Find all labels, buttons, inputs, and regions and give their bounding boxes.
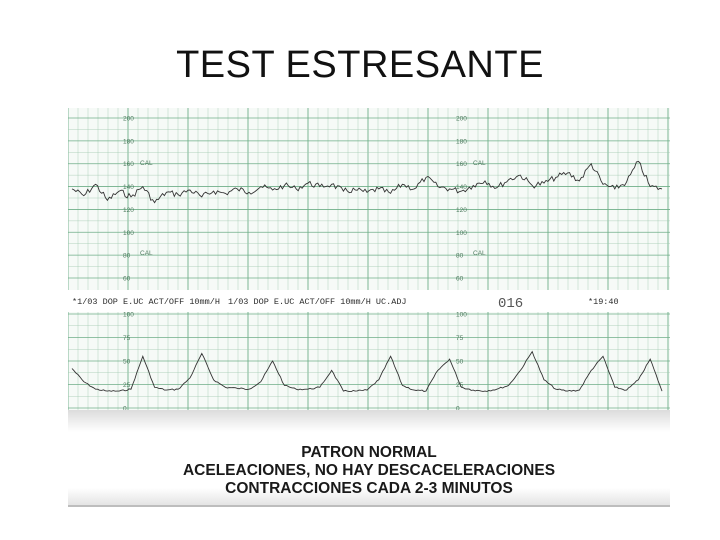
uc-tick-label: 25 [123, 382, 131, 389]
page-number: 016 [498, 296, 523, 312]
ctg-strip: 200 180 160 140 120 100 80 60 200 180 160 140 120 100… [68, 108, 670, 410]
fhr-tick-label: 120 [456, 207, 467, 214]
uc-tick-label: 50 [456, 359, 464, 366]
time-stamp: *19:40 [588, 297, 619, 307]
fhr-tick-label: 100 [123, 230, 134, 237]
uc-tick-label: 25 [456, 382, 464, 389]
uc-tick-label: 100 [123, 312, 134, 319]
chart-grid [68, 108, 670, 410]
cal-marker: CAL [473, 250, 486, 257]
fhr-line [71, 160, 663, 204]
slide-title: TEST ESTRESANTE [176, 44, 544, 86]
uc-tick-label: 50 [123, 359, 131, 366]
uc-trace [71, 350, 663, 393]
uc-tick-label: 0 [456, 406, 460, 411]
fhr-tick-label: 140 [123, 184, 134, 191]
fhr-tick-label: 140 [456, 184, 467, 191]
caption-line-1: PATRON NORMAL [301, 444, 437, 461]
fhr-tick-label: 200 [123, 116, 134, 123]
fhr-tick-label: 180 [456, 138, 467, 145]
fhr-tick-label: 60 [123, 276, 131, 283]
fhr-axis-ticks: 200 180 160 140 120 100 80 60 200 180 160 140 120 100… [123, 116, 486, 283]
caption-line-3: CONTRACCIONES CADA 2-3 MINUTOS [225, 480, 513, 497]
cal-marker: CAL [473, 160, 486, 167]
annotation-left: *1/03 DOP E.UC ACT/OFF 10mm/H [72, 297, 220, 307]
fhr-tick-label: 200 [456, 116, 467, 123]
ctg-chart: 200 180 160 140 120 100 80 60 200 180 160 140 120 100… [68, 108, 670, 410]
uc-axis-ticks: 100 75 50 25 0 100 75 50 25 0 [123, 312, 467, 411]
uc-tick-label: 75 [456, 335, 464, 342]
uc-tick-label: 75 [123, 335, 131, 342]
uc-tick-label: 0 [123, 406, 127, 411]
caption-box: PATRON NORMAL ACELEACIONES, NO HAY DESCA… [68, 410, 670, 507]
cal-marker: CAL [140, 160, 153, 167]
annotation-band [68, 290, 670, 312]
fhr-tick-label: 180 [123, 138, 134, 145]
uc-tick-label: 100 [456, 312, 467, 319]
fhr-tick-label: 160 [123, 161, 134, 168]
fhr-tick-label: 100 [456, 230, 467, 237]
fhr-tick-label: 160 [456, 161, 467, 168]
cal-marker: CAL [140, 250, 153, 257]
fhr-tick-label: 120 [123, 207, 134, 214]
fhr-tick-label: 80 [456, 253, 464, 260]
annotation-right: 1/03 DOP E.UC ACT/OFF 10mm/H UC.ADJ [228, 297, 407, 307]
fhr-trace [71, 160, 663, 204]
fhr-tick-label: 60 [456, 276, 464, 283]
uc-line [71, 350, 663, 393]
caption-line-2: ACELEACIONES, NO HAY DESCACELERACIONES [182, 462, 556, 479]
fhr-tick-label: 80 [123, 253, 131, 260]
